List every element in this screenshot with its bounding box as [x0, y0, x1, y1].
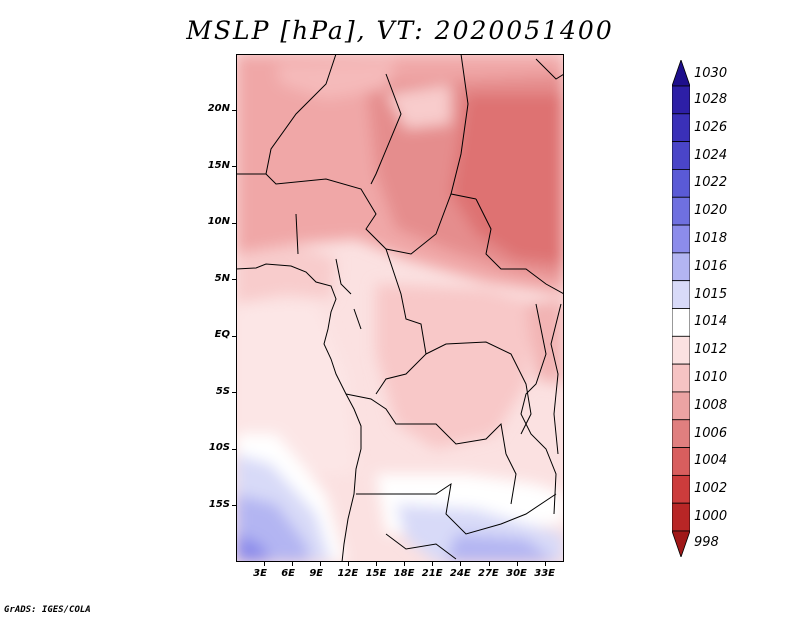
- grads-credit: GrADS: IGES/COLA: [4, 605, 91, 615]
- x-tick: [460, 562, 462, 566]
- x-tick-label: 15E: [365, 568, 387, 579]
- x-tick-label: 6E: [281, 568, 296, 579]
- colorbar-label: 1018: [694, 230, 728, 246]
- colorbar-label: 1014: [694, 314, 728, 330]
- colorbar-label: 1016: [694, 258, 728, 274]
- colorbar-label: 1002: [694, 481, 728, 497]
- x-tick-label: 18E: [393, 568, 415, 579]
- y-tick-label: 15S: [208, 498, 230, 510]
- x-tick-label: 27E: [478, 568, 499, 579]
- y-tick: [232, 335, 236, 337]
- colorbar-label: 1030: [694, 66, 728, 82]
- y-tick-label: EQ: [214, 329, 230, 341]
- y-tick: [232, 505, 236, 507]
- y-tick: [232, 279, 236, 281]
- colorbar-segment: [672, 502, 690, 532]
- x-tick-label: 21E: [421, 568, 443, 579]
- colorbar-segment: [672, 141, 690, 170]
- colorbar-label: 998: [694, 534, 719, 550]
- colorbar-label: 1028: [694, 91, 728, 107]
- y-tick-label: 10N: [207, 216, 230, 228]
- x-tick: [319, 562, 321, 566]
- y-tick: [232, 166, 236, 168]
- map-title: MSLP [hPa], VT: 2020051400: [186, 16, 614, 45]
- x-tick-label: 24E: [449, 568, 471, 579]
- x-tick: [404, 562, 406, 566]
- x-tick: [347, 562, 349, 566]
- y-tick: [232, 222, 236, 224]
- x-tick: [291, 562, 293, 566]
- x-tick-label: 3E: [253, 568, 267, 579]
- colorbar-segment: [672, 447, 690, 476]
- colorbar-segment: [672, 363, 690, 393]
- colorbar-segment: [672, 419, 690, 448]
- y-tick: [232, 448, 236, 450]
- colorbar-label: 1008: [694, 397, 728, 413]
- y-tick: [232, 392, 236, 394]
- colorbar-segment: [672, 224, 690, 254]
- y-tick-label: 5S: [215, 385, 230, 397]
- y-tick: [232, 109, 236, 111]
- colorbar-label: 1015: [694, 286, 728, 302]
- x-tick-label: 30E: [506, 568, 527, 579]
- x-tick: [432, 562, 434, 566]
- x-tick: [376, 562, 378, 566]
- y-tick-label: 15N: [207, 159, 230, 171]
- colorbar-segment: [672, 252, 690, 282]
- colorbar-segment: [672, 196, 690, 226]
- colorbar-label: 1010: [694, 370, 728, 386]
- x-tick-label: 12E: [337, 568, 359, 579]
- colorbar-label: 1020: [694, 203, 728, 219]
- pressure-map: [236, 54, 564, 562]
- x-tick: [488, 562, 490, 566]
- colorbar-segment: [672, 60, 690, 87]
- x-tick-label: 33E: [534, 568, 555, 579]
- colorbar-segment: [672, 530, 690, 557]
- colorbar-segment: [672, 280, 690, 309]
- colorbar-segment: [672, 474, 690, 504]
- x-tick: [516, 562, 518, 566]
- colorbar-segment: [672, 85, 690, 115]
- colorbar-segment: [672, 391, 690, 421]
- colorbar-segment: [672, 308, 690, 337]
- colorbar-label: 1022: [694, 175, 728, 191]
- colorbar-segment: [672, 169, 690, 198]
- pressure-field: [236, 54, 564, 562]
- y-tick-label: 10S: [208, 442, 230, 454]
- colorbar-label: 1024: [694, 147, 728, 163]
- x-tick: [263, 562, 265, 566]
- colorbar-label: 1026: [694, 119, 728, 135]
- colorbar: [672, 60, 690, 557]
- colorbar-segment: [672, 335, 690, 365]
- colorbar-label: 1000: [694, 509, 728, 525]
- colorbar-label: 1004: [694, 453, 728, 469]
- x-tick-label: 9E: [309, 568, 324, 579]
- y-tick-label: 20N: [207, 103, 230, 115]
- x-tick: [544, 562, 546, 566]
- colorbar-segment: [672, 113, 690, 143]
- colorbar-label: 1012: [694, 342, 728, 358]
- y-tick-label: 5N: [214, 272, 230, 284]
- colorbar-label: 1006: [694, 425, 728, 441]
